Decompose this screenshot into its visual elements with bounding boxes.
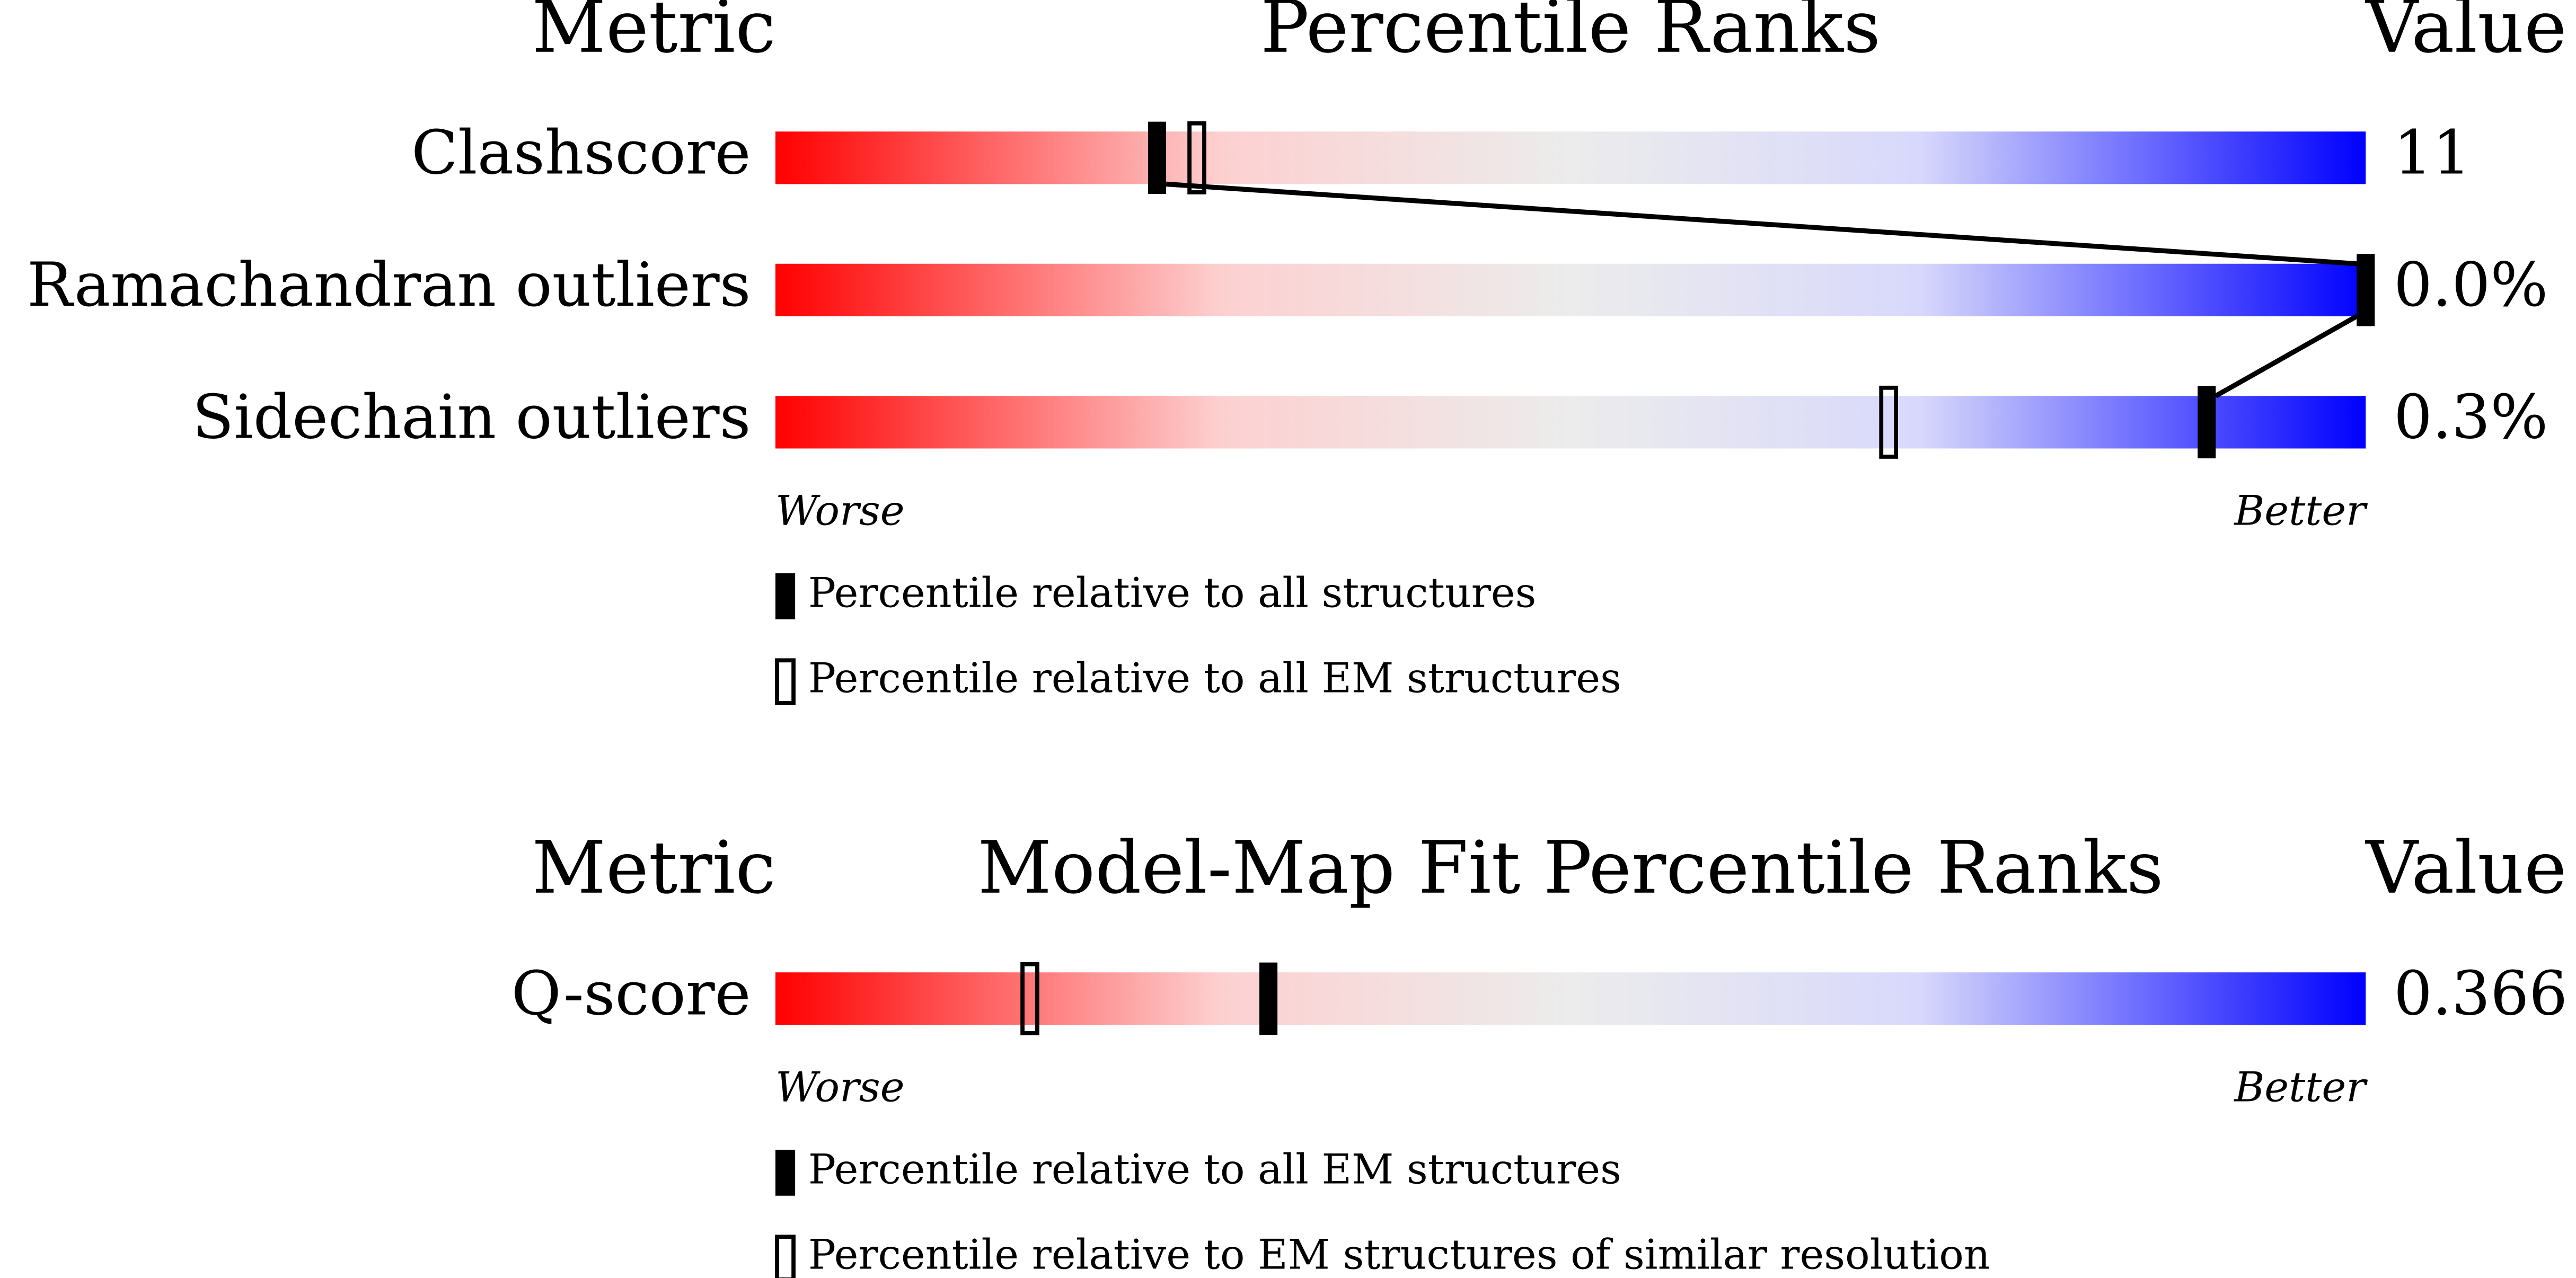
legend-open-text: Percentile relative to EM structures of … bbox=[808, 1231, 1990, 1278]
marker-filled bbox=[2357, 254, 2375, 326]
metric-header: Metric bbox=[532, 826, 775, 910]
metric-label: Clashscore bbox=[411, 118, 751, 188]
connector bbox=[2214, 314, 2358, 398]
percentile-bar bbox=[775, 263, 2366, 316]
percentile-bar bbox=[775, 131, 2366, 184]
legend-filled-text: Percentile relative to all structures bbox=[808, 569, 1536, 617]
marker-filled bbox=[2198, 386, 2216, 459]
metric-label: Ramachandran outliers bbox=[27, 250, 751, 321]
panel-title: Model-Map Fit Percentile Ranks bbox=[977, 826, 2163, 910]
metric-label: Q-score bbox=[511, 958, 751, 1029]
percentile-bar bbox=[775, 396, 2366, 449]
marker-filled bbox=[1259, 962, 1278, 1035]
metric-value: 0.3% bbox=[2394, 382, 2548, 452]
metric-header: Metric bbox=[532, 0, 775, 69]
metric-value: 11 bbox=[2394, 118, 2471, 188]
legend-open-icon bbox=[775, 1235, 796, 1278]
marker-open bbox=[1187, 121, 1206, 194]
legend-filled-text: Percentile relative to all EM structures bbox=[808, 1146, 1621, 1193]
marker-open bbox=[1020, 962, 1039, 1035]
panel-title: Percentile Ranks bbox=[1260, 0, 1881, 69]
better-label: Better bbox=[2233, 487, 2368, 535]
metric-label: Sidechain outliers bbox=[192, 382, 751, 452]
legend-filled-icon bbox=[775, 1149, 796, 1196]
metric-value: 0.0% bbox=[2394, 250, 2548, 321]
value-header: Value bbox=[2365, 0, 2566, 69]
better-label: Better bbox=[2233, 1063, 2368, 1111]
worse-label: Worse bbox=[775, 1063, 905, 1111]
worse-label: Worse bbox=[775, 487, 905, 535]
legend-open-icon bbox=[775, 658, 796, 705]
legend-filled-icon bbox=[775, 573, 796, 619]
marker-open bbox=[1879, 385, 1898, 459]
legend-open-text: Percentile relative to all EM structures bbox=[808, 655, 1621, 703]
percentile-bar bbox=[775, 972, 2366, 1025]
metric-value: 0.366 bbox=[2394, 958, 2568, 1029]
connector bbox=[1166, 181, 2357, 267]
marker-filled bbox=[1148, 121, 1167, 194]
value-header: Value bbox=[2365, 826, 2566, 910]
